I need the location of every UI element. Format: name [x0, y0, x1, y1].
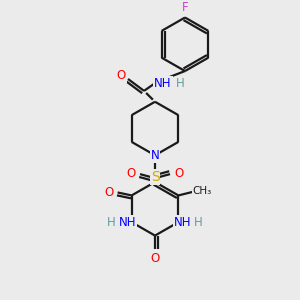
Text: NH: NH: [174, 216, 191, 229]
Text: NH: NH: [154, 77, 172, 90]
Text: O: O: [126, 167, 136, 180]
Text: O: O: [174, 167, 184, 180]
Text: S: S: [151, 170, 159, 184]
Text: NH: NH: [119, 216, 136, 229]
Text: H: H: [194, 216, 203, 229]
Text: H: H: [107, 216, 116, 229]
Text: H: H: [176, 77, 184, 90]
Text: O: O: [116, 70, 126, 83]
Text: CH₃: CH₃: [193, 187, 212, 196]
Text: O: O: [150, 252, 160, 265]
Text: O: O: [104, 186, 113, 199]
Text: F: F: [182, 1, 188, 14]
Text: N: N: [151, 149, 159, 162]
